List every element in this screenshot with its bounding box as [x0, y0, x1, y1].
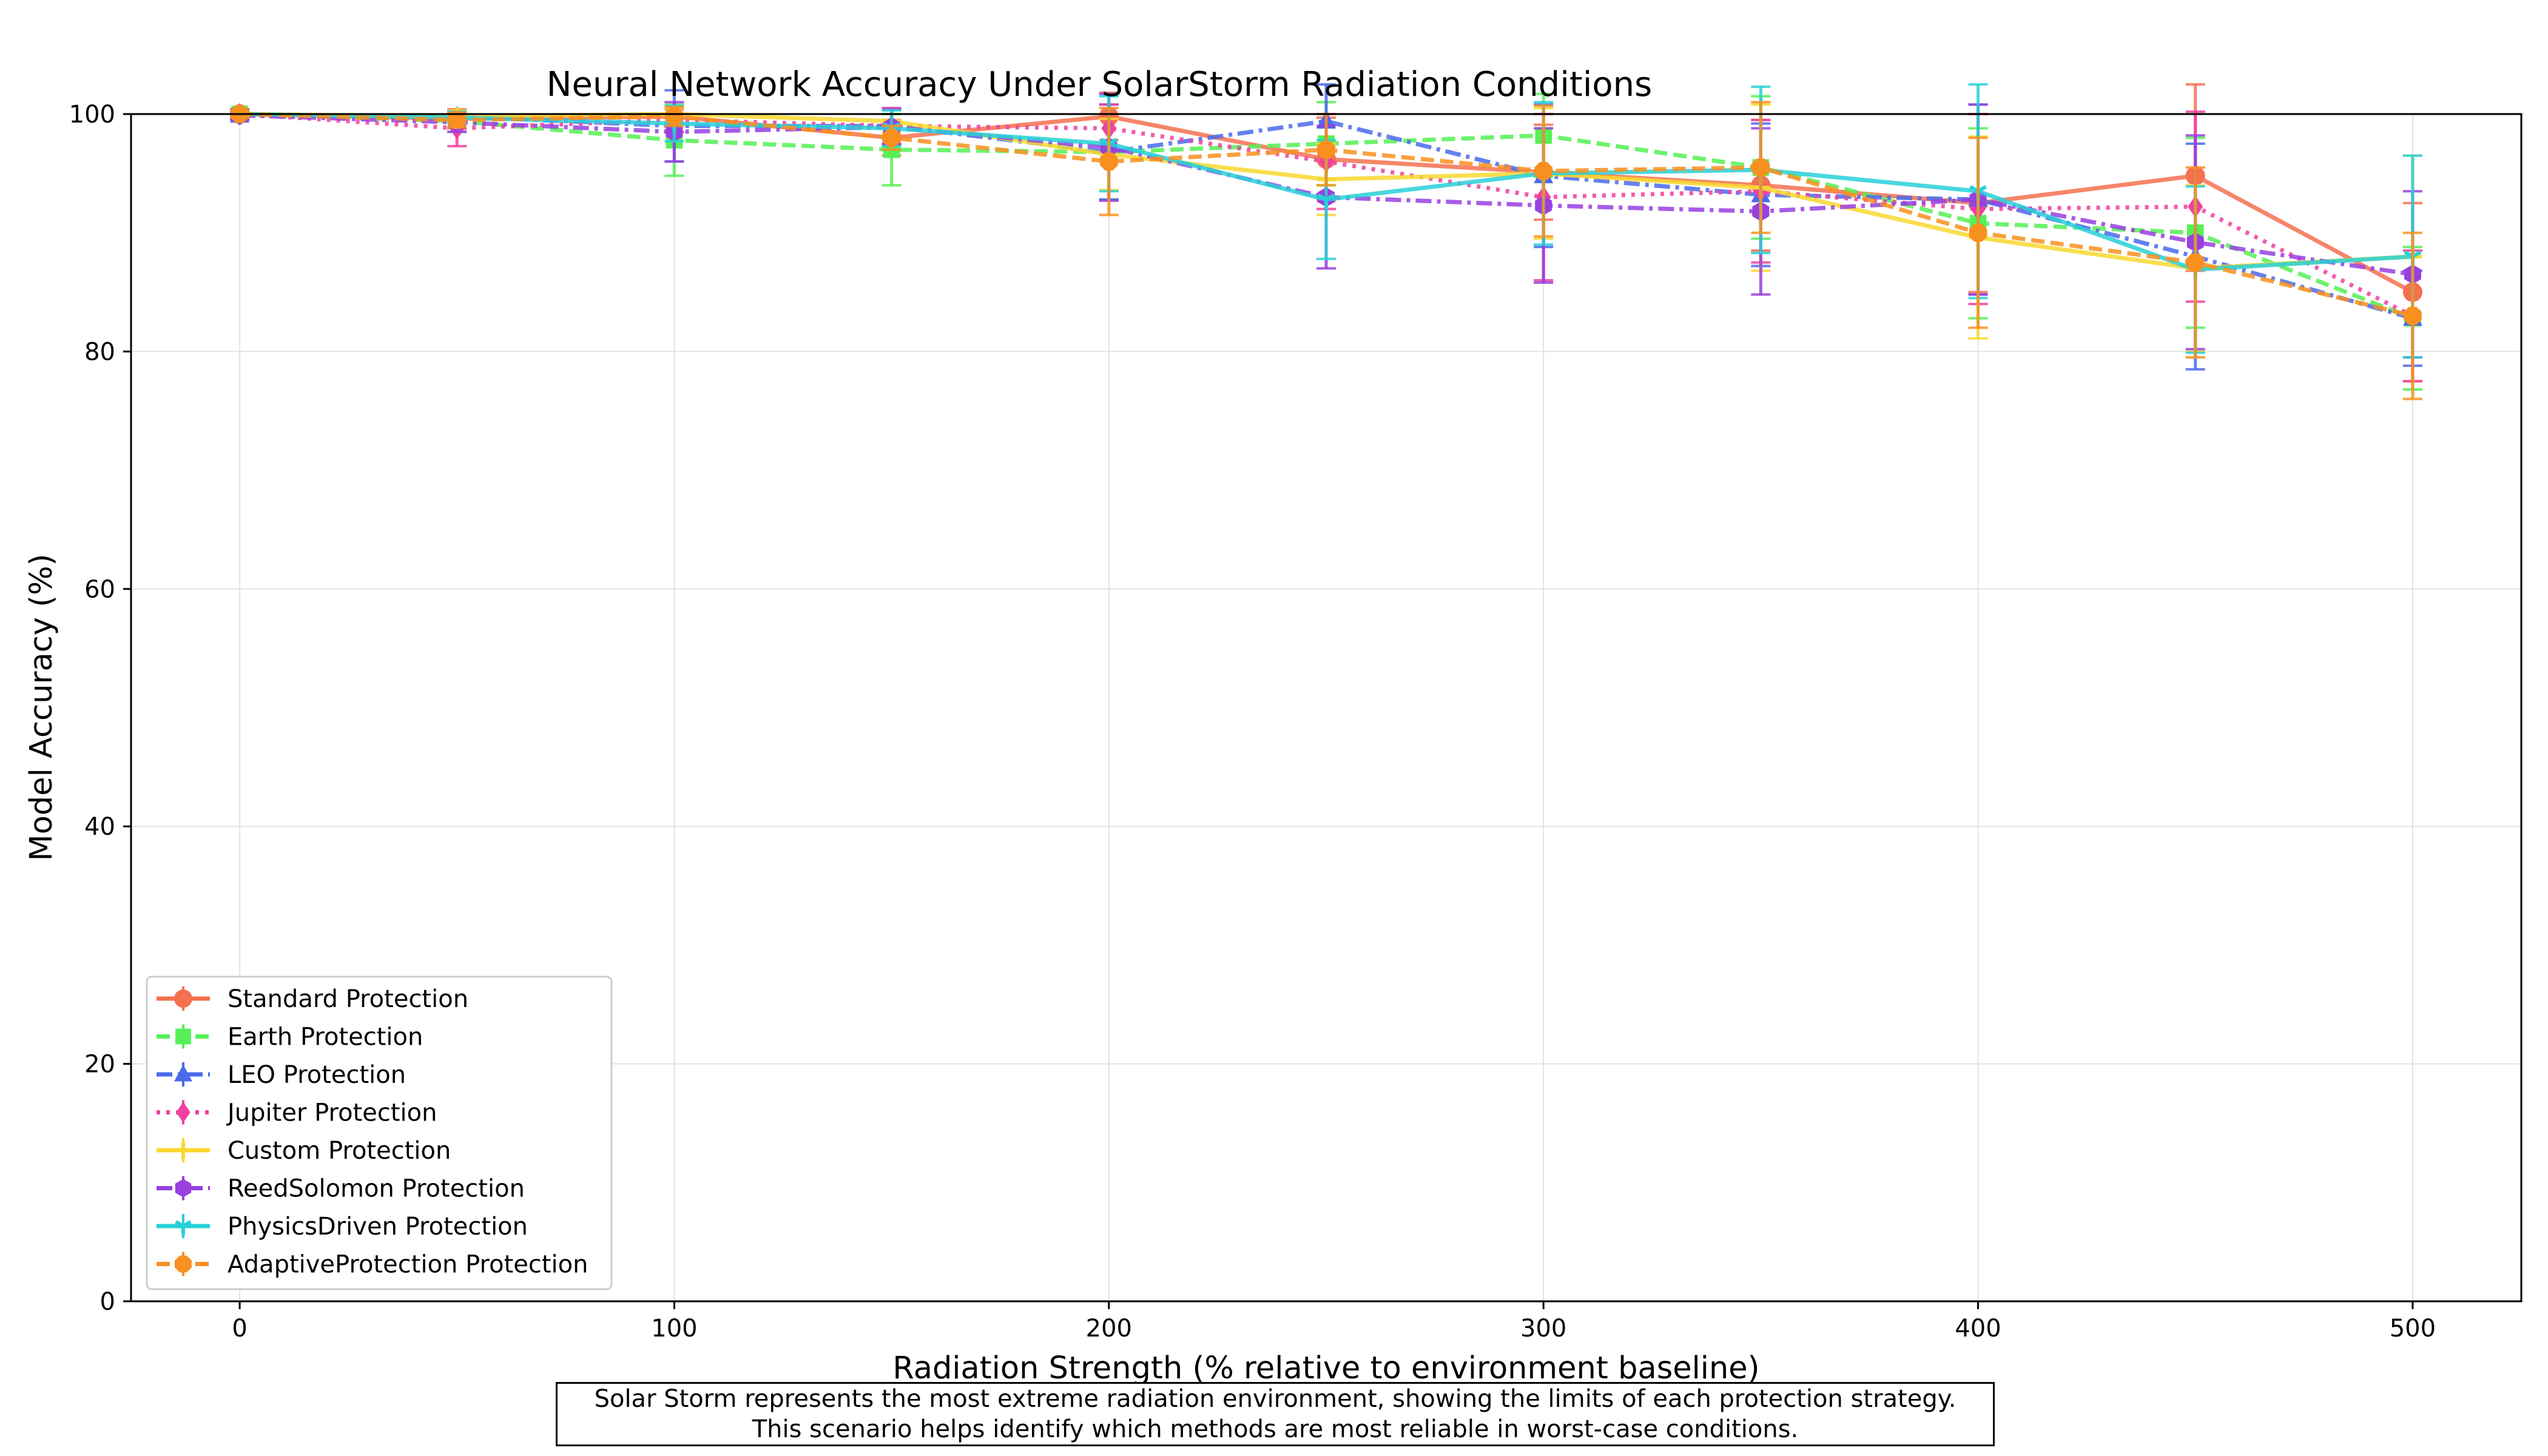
legend-label: AdaptiveProtection Protection — [228, 1251, 588, 1279]
legend-entry: Standard Protection — [157, 985, 468, 1013]
y-tick-label: 60 — [84, 576, 115, 604]
plot-frame — [130, 113, 2523, 1303]
x-tick-label: 500 — [2390, 1315, 2436, 1343]
legend-label: LEO Protection — [228, 1061, 406, 1089]
x-tick-label: 300 — [1520, 1315, 1566, 1343]
series-group — [230, 83, 2422, 400]
caption-line-1: Solar Storm represents the most extreme … — [594, 1385, 1956, 1413]
legend-entry: LEO Protection — [157, 1061, 406, 1089]
legend-entry: PhysicsDriven Protection — [157, 1213, 528, 1241]
legend-label: ReedSolomon Protection — [228, 1175, 525, 1203]
caption-line-2: This scenario helps identify which metho… — [752, 1415, 1799, 1443]
legend-marker — [174, 989, 192, 1008]
data-point — [1534, 162, 1553, 180]
legend-frame — [146, 976, 613, 1290]
x-tick-label: 100 — [651, 1315, 697, 1343]
legend-label: Custom Protection — [228, 1137, 451, 1165]
data-point — [1969, 223, 1987, 242]
legend-marker — [175, 1142, 192, 1159]
data-point — [1751, 158, 1770, 177]
y-tick-label: 80 — [84, 338, 115, 366]
legend-label: PhysicsDriven Protection — [228, 1213, 528, 1241]
y-tick-label: 40 — [84, 813, 115, 841]
legend-marker — [175, 1220, 192, 1235]
y-axis-label: Model Accuracy (%) — [24, 554, 59, 861]
caption-box: Solar Storm represents the most extreme … — [556, 1382, 1995, 1446]
legend-label: Earth Protection — [228, 1023, 423, 1051]
legend-marker — [175, 1028, 191, 1045]
data-point — [1317, 140, 1335, 159]
x-tick-label: 200 — [1086, 1315, 1132, 1343]
data-point — [2186, 253, 2205, 272]
legend-entry: ReedSolomon Protection — [157, 1175, 525, 1203]
legend-label: Standard Protection — [228, 985, 468, 1013]
chart-title: Neural Network Accuracy Under SolarStorm… — [547, 65, 1653, 104]
data-point — [882, 129, 901, 147]
y-tick-label: 20 — [84, 1051, 115, 1079]
legend-marker — [176, 1102, 190, 1123]
x-tick-label: 400 — [1955, 1315, 2001, 1343]
y-tick-label: 0 — [100, 1288, 115, 1316]
legend: Standard Protection Earth Protection LEO P… — [146, 976, 613, 1290]
legend-entry: Custom Protection — [157, 1137, 451, 1165]
data-point — [665, 107, 684, 126]
legend-marker — [175, 1255, 192, 1273]
legend-entry: Jupiter Protection — [157, 1099, 437, 1127]
x-tick-label: 0 — [232, 1315, 247, 1343]
legend-label: Jupiter Protection — [226, 1099, 437, 1127]
series-adaptiveprotection-protection — [230, 101, 2422, 400]
legend-marker — [174, 1064, 192, 1082]
legend-entry: Earth Protection — [157, 1023, 423, 1051]
data-point — [1099, 152, 1118, 171]
legend-entry: AdaptiveProtection Protection — [157, 1251, 588, 1279]
legend-marker — [175, 1179, 192, 1198]
axis-ticks: 0 100 200 300 400 500 0 20 40 60 80 100 — [69, 101, 2436, 1343]
data-point — [1317, 193, 1335, 209]
x-axis-label: Radiation Strength (% relative to enviro… — [892, 1350, 1759, 1386]
y-tick-label: 100 — [69, 101, 115, 129]
data-point — [2404, 306, 2422, 325]
